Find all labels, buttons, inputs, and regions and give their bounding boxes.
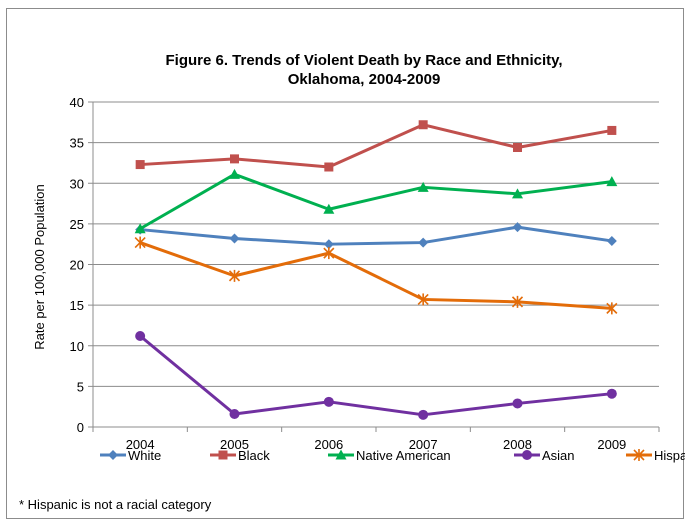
data-point [418,237,429,248]
series-lines [134,120,618,420]
data-point [135,331,146,341]
line-chart: Figure 6. Trends of Violent Death by Rac… [32,52,685,463]
x-tick-labels: 2004 2005 2006 2007 2008 2009 [126,437,627,452]
y-tick-label: 15 [70,298,84,313]
legend-label: Hispanic* [654,448,685,463]
data-point [324,162,334,172]
y-tick-labels: 0 5 10 15 20 25 30 35 40 [70,95,84,435]
legend-item: Native American [328,448,451,463]
x-tick-label: 2007 [409,437,438,452]
legend-item: Hispanic* [626,448,685,463]
series-white [135,222,617,250]
data-point [606,302,618,315]
legend-label: White [128,448,161,463]
data-point [229,233,240,244]
y-tick-label: 5 [77,379,84,394]
data-point [228,269,241,282]
series-line [139,172,613,231]
legend-marker [108,450,118,460]
data-point [511,295,524,308]
data-point [512,398,523,409]
data-point [135,160,145,170]
x-tick-label: 2004 [126,437,155,452]
data-point [607,125,617,135]
data-point [134,223,146,234]
data-point [417,293,429,306]
legend: White Black Native American Asian Hispanic* [100,448,685,463]
x-tick-label: 2009 [597,437,626,452]
legend-item: White [100,448,161,463]
x-tick-label: 2005 [220,437,249,452]
legend-label: Asian [542,448,575,463]
series-line [139,334,612,417]
data-point [323,203,335,214]
data-point [512,222,523,233]
y-tick-label: 35 [70,136,84,151]
legend-marker [218,450,228,460]
data-point [323,239,334,250]
series-asian [135,331,617,420]
legend-label: Black [238,448,270,463]
data-point [323,396,334,407]
data-point [229,409,240,419]
data-point [418,409,429,420]
legend-marker [633,449,645,461]
x-tick-label: 2006 [314,437,343,452]
x-tick-label: 2008 [503,437,532,452]
axes [92,102,660,432]
data-point [606,176,618,187]
series-line [140,225,613,246]
gridlines [88,101,659,428]
series-native-american [134,168,618,234]
y-tick-label: 40 [70,95,84,110]
chart-title-line-2: Oklahoma, 2004-2009 [288,71,441,88]
footnote: * Hispanic is not a racial category [19,497,212,512]
data-point [323,247,335,260]
legend-label: Native American [356,448,451,463]
data-point [417,181,429,192]
series-hispanic [134,236,618,315]
data-point [134,236,146,249]
chart-frame: Figure 6. Trends of Violent Death by Rac… [6,8,685,519]
series-black [135,120,617,172]
data-point [229,168,240,179]
data-point [512,188,523,199]
series-line [139,241,612,310]
data-point [606,235,617,246]
y-axis-label: Rate per 100,000 Population [32,184,47,350]
legend-marker [335,449,347,460]
legend-item: Black [210,448,270,463]
data-point [513,143,522,152]
data-point [418,120,428,130]
y-tick-label: 30 [70,176,84,191]
y-tick-label: 20 [70,258,84,273]
y-tick-label: 10 [70,339,84,354]
series-line [140,123,613,169]
y-tick-label: 25 [70,217,84,232]
data-point [606,388,617,399]
legend-item: Asian [514,448,575,463]
data-point [230,154,239,164]
y-tick-label: 0 [77,420,84,435]
chart-title-line-1: Figure 6. Trends of Violent Death by Rac… [165,52,562,69]
legend-marker [522,450,532,460]
